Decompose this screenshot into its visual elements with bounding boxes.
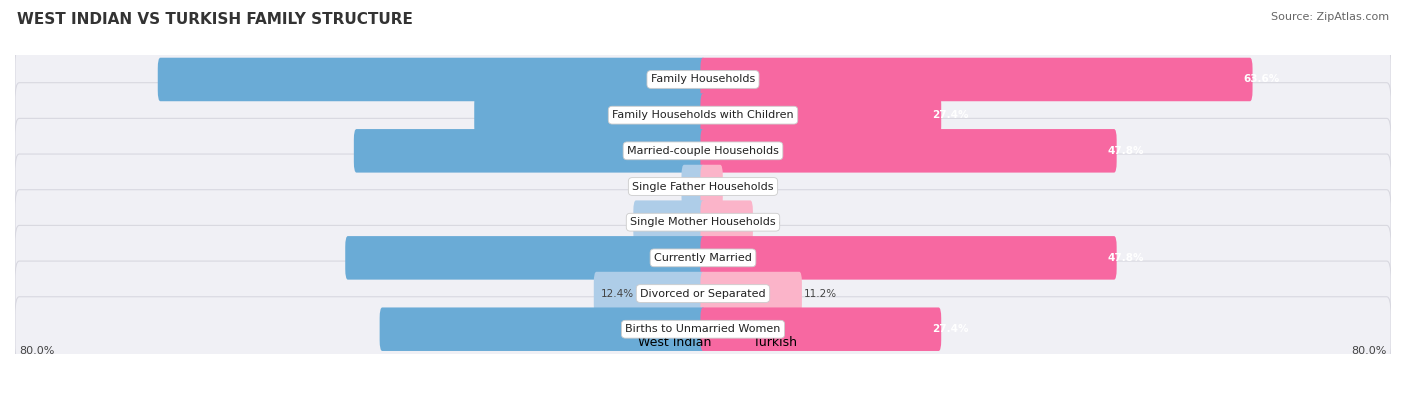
FancyBboxPatch shape: [700, 236, 1116, 280]
Text: Births to Unmarried Women: Births to Unmarried Women: [626, 324, 780, 334]
FancyBboxPatch shape: [700, 58, 1253, 101]
FancyBboxPatch shape: [700, 129, 1116, 173]
Text: 37.3%: 37.3%: [659, 324, 696, 334]
Text: Single Mother Households: Single Mother Households: [630, 217, 776, 227]
Text: Divorced or Separated: Divorced or Separated: [640, 288, 766, 299]
Text: Family Households: Family Households: [651, 75, 755, 85]
Text: Source: ZipAtlas.com: Source: ZipAtlas.com: [1271, 12, 1389, 22]
FancyBboxPatch shape: [700, 165, 723, 208]
Text: Family Households with Children: Family Households with Children: [612, 110, 794, 120]
Text: 63.6%: 63.6%: [1243, 75, 1279, 85]
FancyBboxPatch shape: [474, 93, 706, 137]
Text: 11.2%: 11.2%: [804, 288, 837, 299]
Text: 2.2%: 2.2%: [689, 182, 714, 192]
FancyBboxPatch shape: [15, 47, 1391, 112]
FancyBboxPatch shape: [380, 307, 706, 351]
Text: 80.0%: 80.0%: [1351, 346, 1386, 356]
FancyBboxPatch shape: [700, 93, 941, 137]
FancyBboxPatch shape: [346, 236, 706, 280]
FancyBboxPatch shape: [15, 261, 1391, 326]
Text: 80.0%: 80.0%: [20, 346, 55, 356]
Text: Married-couple Households: Married-couple Households: [627, 146, 779, 156]
Text: 63.1%: 63.1%: [659, 75, 696, 85]
Text: Currently Married: Currently Married: [654, 253, 752, 263]
FancyBboxPatch shape: [700, 307, 941, 351]
Text: 41.3%: 41.3%: [659, 253, 696, 263]
FancyBboxPatch shape: [700, 200, 752, 244]
Text: Single Father Households: Single Father Households: [633, 182, 773, 192]
FancyBboxPatch shape: [593, 272, 706, 315]
FancyBboxPatch shape: [15, 190, 1391, 255]
Text: 27.4%: 27.4%: [932, 324, 969, 334]
FancyBboxPatch shape: [15, 154, 1391, 219]
Text: 47.8%: 47.8%: [1107, 253, 1143, 263]
FancyBboxPatch shape: [157, 58, 706, 101]
FancyBboxPatch shape: [682, 165, 706, 208]
FancyBboxPatch shape: [15, 83, 1391, 148]
FancyBboxPatch shape: [15, 297, 1391, 362]
Text: 26.3%: 26.3%: [659, 110, 696, 120]
Text: 12.4%: 12.4%: [600, 288, 634, 299]
FancyBboxPatch shape: [354, 129, 706, 173]
FancyBboxPatch shape: [15, 118, 1391, 183]
Text: WEST INDIAN VS TURKISH FAMILY STRUCTURE: WEST INDIAN VS TURKISH FAMILY STRUCTURE: [17, 12, 413, 27]
Text: 5.5%: 5.5%: [755, 217, 782, 227]
Text: 47.8%: 47.8%: [1107, 146, 1143, 156]
FancyBboxPatch shape: [633, 200, 706, 244]
FancyBboxPatch shape: [15, 226, 1391, 290]
Legend: West Indian, Turkish: West Indian, Turkish: [605, 331, 801, 354]
Text: 2.0%: 2.0%: [724, 182, 751, 192]
Text: 40.3%: 40.3%: [659, 146, 696, 156]
Text: 7.8%: 7.8%: [640, 217, 666, 227]
Text: 27.4%: 27.4%: [932, 110, 969, 120]
FancyBboxPatch shape: [700, 272, 801, 315]
